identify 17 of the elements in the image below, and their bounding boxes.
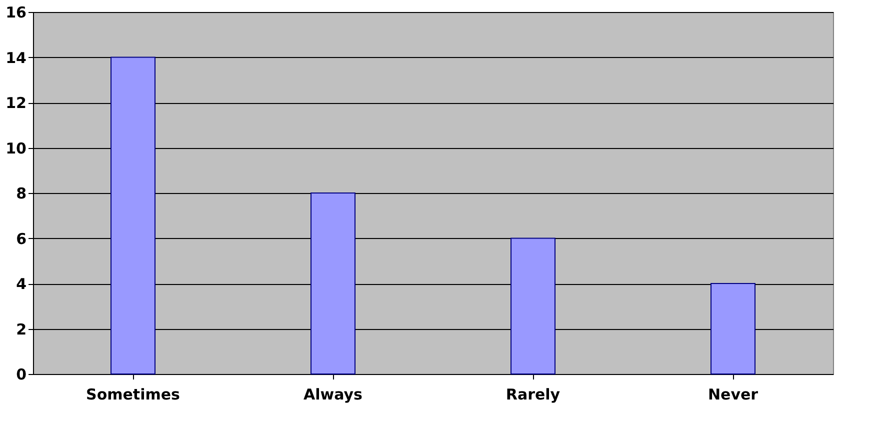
y-tick-label: 2 <box>16 320 26 338</box>
bar <box>310 192 356 374</box>
x-tick-label: Never <box>708 386 759 404</box>
x-tick-label: Rarely <box>506 386 560 404</box>
x-tick-label: Sometimes <box>86 386 180 404</box>
bar <box>710 283 756 374</box>
y-tick-label: 6 <box>16 230 26 248</box>
bar <box>110 56 156 374</box>
x-tick-label: Always <box>304 386 363 404</box>
bar <box>510 238 556 374</box>
y-tick-label: 16 <box>6 4 26 22</box>
y-tick-label: 8 <box>16 184 26 202</box>
y-tick-label: 14 <box>6 48 26 67</box>
y-tick-label: 10 <box>6 139 26 158</box>
y-tick-label: 0 <box>16 366 26 384</box>
y-tick-label: 12 <box>6 94 26 112</box>
y-tick-label: 4 <box>16 275 26 293</box>
